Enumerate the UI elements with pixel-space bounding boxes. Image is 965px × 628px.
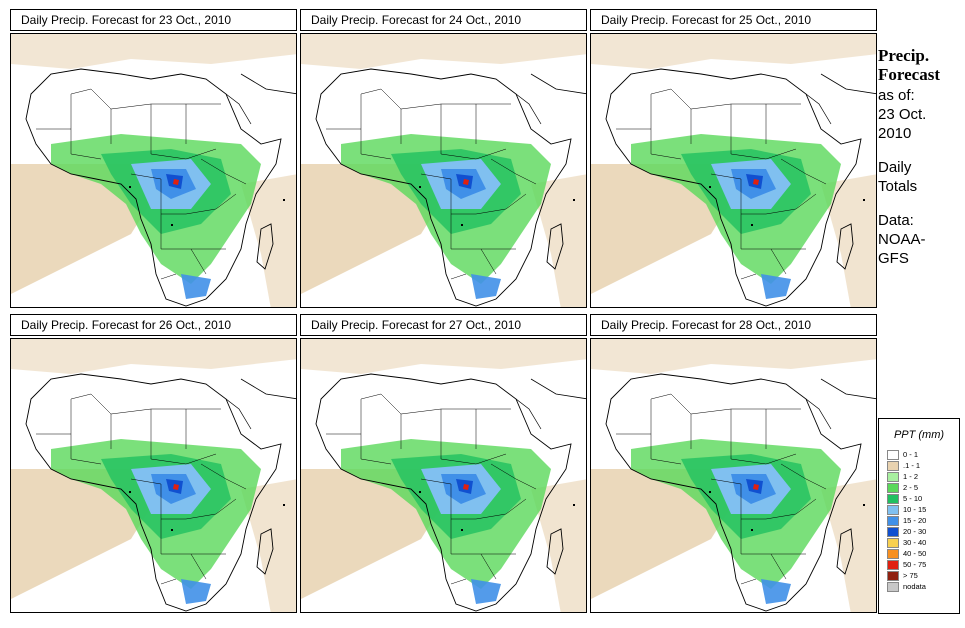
legend-label: 2 - 5 [903, 483, 919, 492]
legend-swatch [887, 526, 899, 537]
panel-title: Daily Precip. Forecast for 28 Oct., 2010 [590, 314, 877, 336]
legend-item: 40 - 50 [887, 548, 926, 559]
precip-map [300, 33, 587, 308]
legend-item: 5 - 10 [887, 493, 926, 504]
legend-swatch [887, 482, 899, 493]
legend-swatch [887, 449, 899, 460]
info-title-line2: Forecast [878, 65, 940, 84]
legend-item: .1 - 1 [887, 460, 926, 471]
forecast-panel-2: Daily Precip. Forecast for 24 Oct., 2010 [300, 9, 590, 309]
info-daily-line1: Daily [878, 159, 912, 176]
legend-swatch [887, 493, 899, 504]
precip-map [590, 338, 877, 613]
forecast-panel-5: Daily Precip. Forecast for 27 Oct., 2010 [300, 314, 590, 614]
precip-map [10, 338, 297, 613]
legend-label: 1 - 2 [903, 472, 919, 481]
info-date-line1: 23 Oct. [878, 106, 927, 123]
legend-swatch [887, 537, 899, 548]
info-data-line1: Data: [878, 212, 914, 229]
legend-item: 20 - 30 [887, 526, 926, 537]
legend-label: 15 - 20 [903, 516, 927, 525]
legend-label: 5 - 10 [903, 494, 923, 503]
info-date-line2: 2010 [878, 125, 912, 142]
panel-title: Daily Precip. Forecast for 23 Oct., 2010 [10, 9, 297, 31]
legend-swatch [887, 559, 899, 570]
precip-legend: PPT (mm) 0 - 1 .1 - 1 1 - 2 2 - 5 5 - 10 10 -… [878, 418, 960, 614]
precip-map [590, 33, 877, 308]
legend-rows: 0 - 1 .1 - 1 1 - 2 2 - 5 5 - 10 10 - 15 15 - 2… [887, 449, 926, 592]
legend-label: 10 - 15 [903, 505, 927, 514]
legend-label: 40 - 50 [903, 549, 927, 558]
legend-swatch [887, 504, 899, 515]
info-data-line2: NOAA- [878, 231, 926, 248]
info-asof: as of: [878, 87, 915, 104]
legend-label: 50 - 75 [903, 560, 927, 569]
forecast-panel-4: Daily Precip. Forecast for 26 Oct., 2010 [10, 314, 300, 614]
legend-item: 10 - 15 [887, 504, 926, 515]
legend-item: 30 - 40 [887, 537, 926, 548]
panel-title: Daily Precip. Forecast for 25 Oct., 2010 [590, 9, 877, 31]
legend-item: > 75 [887, 570, 926, 581]
legend-label: 0 - 1 [903, 450, 919, 459]
legend-item: 1 - 2 [887, 471, 926, 482]
info-daily-line2: Totals [878, 178, 918, 195]
precip-map [10, 33, 297, 308]
forecast-panel-3: Daily Precip. Forecast for 25 Oct., 2010 [590, 9, 880, 309]
panel-title: Daily Precip. Forecast for 24 Oct., 2010 [300, 9, 587, 31]
legend-label: nodata [903, 582, 926, 591]
legend-label: 20 - 30 [903, 527, 927, 536]
legend-swatch [887, 460, 899, 471]
legend-swatch [887, 548, 899, 559]
forecast-info: Precip. Forecast as of: 23 Oct. 2010 Dai… [878, 46, 962, 268]
info-title-line1: Precip. [878, 46, 930, 65]
legend-label: 30 - 40 [903, 538, 927, 547]
legend-swatch [887, 570, 899, 581]
legend-item: 50 - 75 [887, 559, 926, 570]
precip-map [300, 338, 587, 613]
legend-swatch [887, 515, 899, 526]
legend-swatch [887, 471, 899, 482]
panel-title: Daily Precip. Forecast for 27 Oct., 2010 [300, 314, 587, 336]
legend-swatch [887, 581, 899, 592]
forecast-panel-6: Daily Precip. Forecast for 28 Oct., 2010 [590, 314, 880, 614]
legend-label: > 75 [903, 571, 918, 580]
legend-title: PPT (mm) [893, 429, 945, 441]
legend-label: .1 - 1 [903, 461, 921, 470]
panel-title: Daily Precip. Forecast for 26 Oct., 2010 [10, 314, 297, 336]
info-data-line3: GFS [878, 250, 909, 267]
forecast-panel-1: Daily Precip. Forecast for 23 Oct., 2010 [10, 9, 300, 309]
legend-item: 0 - 1 [887, 449, 926, 460]
legend-item: 2 - 5 [887, 482, 926, 493]
legend-item: 15 - 20 [887, 515, 926, 526]
legend-item: nodata [887, 581, 926, 592]
